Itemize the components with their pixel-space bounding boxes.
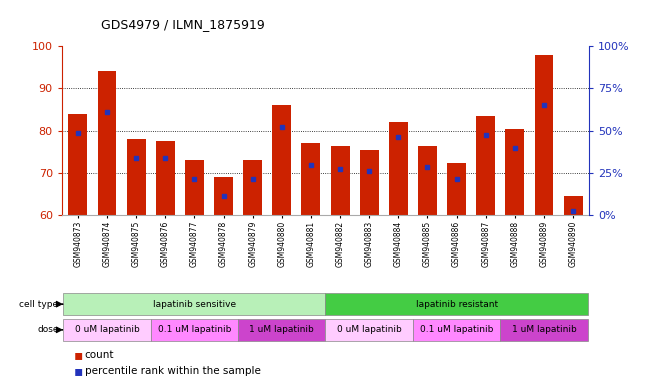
Bar [477, 116, 495, 215]
Bar [127, 139, 146, 215]
Bar [238, 319, 326, 341]
Bar [243, 161, 262, 215]
Text: ▪: ▪ [74, 348, 83, 362]
Bar [150, 319, 238, 341]
Bar [331, 146, 350, 215]
Bar [389, 122, 408, 215]
Bar [63, 293, 326, 315]
Bar [564, 196, 583, 215]
Text: 0.1 uM lapatinib: 0.1 uM lapatinib [158, 325, 231, 334]
Bar [501, 319, 588, 341]
Text: dose: dose [37, 325, 59, 334]
Bar [413, 319, 501, 341]
Text: cell type: cell type [20, 300, 59, 309]
Bar [301, 144, 320, 215]
Bar [68, 114, 87, 215]
Text: count: count [85, 349, 114, 360]
Bar [185, 161, 204, 215]
Text: ▪: ▪ [74, 364, 83, 378]
Bar [326, 293, 588, 315]
Bar [326, 319, 413, 341]
Bar [505, 129, 524, 215]
Text: lapatinib resistant: lapatinib resistant [415, 300, 497, 309]
Bar [418, 146, 437, 215]
Text: 0 uM lapatinib: 0 uM lapatinib [75, 325, 139, 334]
Bar [272, 105, 291, 215]
Text: GDS4979 / ILMN_1875919: GDS4979 / ILMN_1875919 [101, 18, 265, 31]
Text: percentile rank within the sample: percentile rank within the sample [85, 366, 260, 376]
Bar [534, 55, 553, 215]
Bar [214, 177, 233, 215]
Bar [447, 162, 466, 215]
Bar [63, 319, 150, 341]
Text: lapatinib sensitive: lapatinib sensitive [153, 300, 236, 309]
Bar [156, 141, 174, 215]
Bar [360, 150, 379, 215]
Bar [98, 71, 117, 215]
Text: 1 uM lapatinib: 1 uM lapatinib [512, 325, 576, 334]
Text: 0.1 uM lapatinib: 0.1 uM lapatinib [420, 325, 493, 334]
Text: 1 uM lapatinib: 1 uM lapatinib [249, 325, 314, 334]
Text: 0 uM lapatinib: 0 uM lapatinib [337, 325, 402, 334]
